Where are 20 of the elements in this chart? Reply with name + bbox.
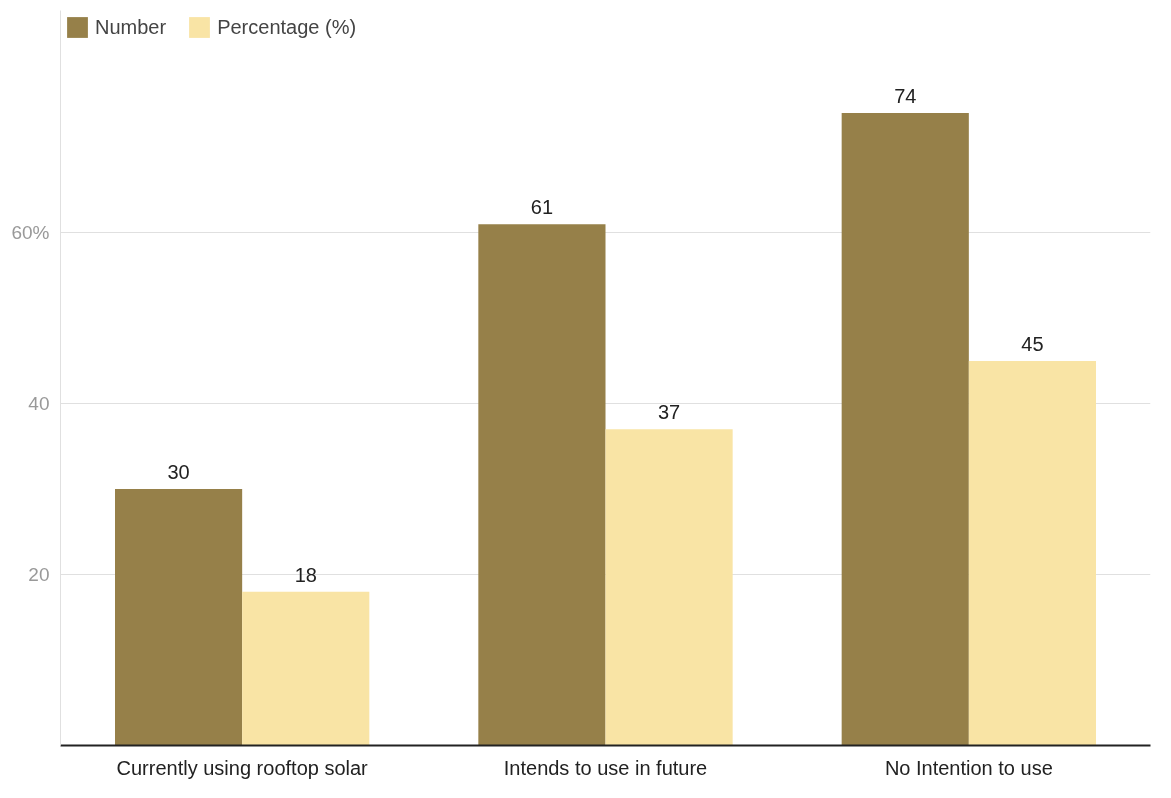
data-label: 37 [657,401,681,424]
bar [115,489,243,746]
x-tick-label: Currently using rooftop solar [116,756,369,779]
legend-label: Percentage (%) [217,15,357,39]
y-tick-label: 60% [11,222,50,244]
y-tick-label: 20 [28,564,50,586]
data-label: 30 [167,461,190,484]
x-tick-label: No Intention to use [884,756,1053,779]
data-label: 18 [294,563,317,586]
bar [841,113,969,746]
data-label: 45 [1021,332,1044,355]
bar [605,429,733,746]
bar [242,591,370,746]
bar [968,360,1096,746]
data-label: 61 [530,196,554,219]
legend-label: Number [95,15,167,39]
y-tick-label: 40 [28,393,50,415]
bar [478,224,606,746]
data-label: 74 [894,85,917,108]
x-tick-label: Intends to use in future [503,756,708,779]
